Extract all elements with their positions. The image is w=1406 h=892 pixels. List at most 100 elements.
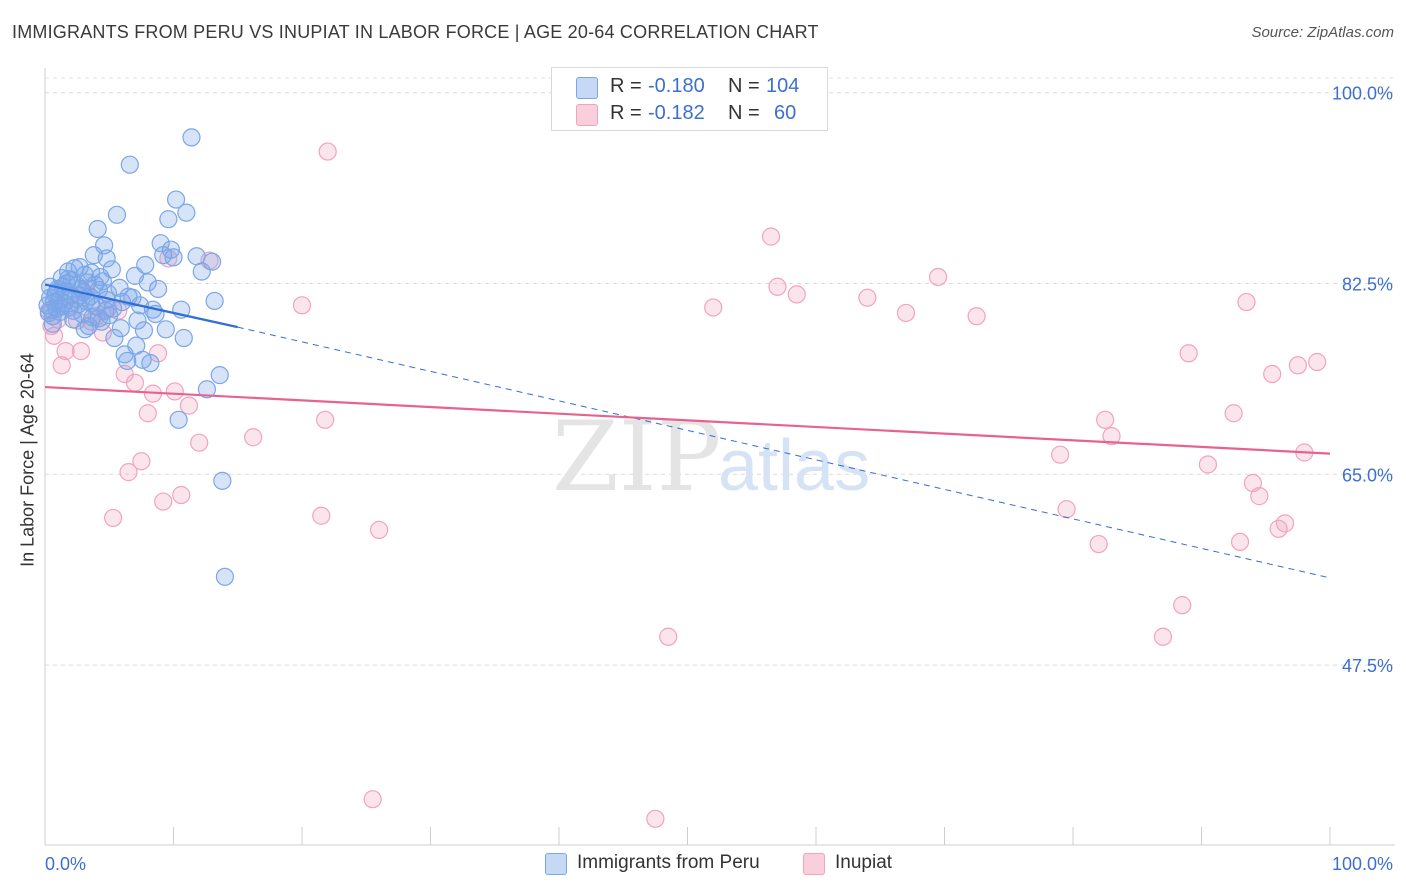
inupiat-point bbox=[138, 404, 157, 423]
inupiat-point bbox=[704, 298, 723, 317]
y-tick-label: 82.5% bbox=[1342, 275, 1393, 295]
inupiat-point bbox=[1089, 534, 1108, 554]
peru-point bbox=[64, 301, 83, 320]
inupiat-point bbox=[172, 485, 191, 505]
inupiat-point bbox=[1237, 292, 1256, 312]
peru-point bbox=[210, 365, 229, 385]
peru-point bbox=[75, 320, 94, 339]
peru-point bbox=[127, 336, 146, 355]
peru-trend-line bbox=[44, 283, 238, 329]
inupiat-point bbox=[1308, 352, 1327, 372]
peru-point bbox=[52, 297, 71, 316]
inupiat-point bbox=[1224, 404, 1243, 423]
inupiat-point bbox=[292, 296, 312, 315]
inupiat-point bbox=[896, 303, 916, 323]
legend-n-label: N = bbox=[728, 75, 760, 97]
inupiat-point bbox=[71, 342, 91, 361]
inupiat-point bbox=[52, 356, 71, 375]
chart-title: IMMIGRANTS FROM PERU VS INUPIAT IN LABOR… bbox=[12, 22, 819, 42]
peru-point bbox=[197, 380, 217, 399]
inupiat-point bbox=[1179, 344, 1198, 363]
legend-swatch-peru bbox=[576, 77, 598, 99]
peru-point bbox=[205, 291, 224, 311]
inupiat-point bbox=[1230, 532, 1250, 552]
y-tick-label: 47.5% bbox=[1342, 656, 1393, 676]
inupiat-point bbox=[1051, 445, 1070, 464]
inupiat-point bbox=[858, 288, 877, 307]
trend-lines bbox=[44, 283, 1331, 579]
inupiat-point bbox=[1057, 500, 1076, 519]
legend-n-value-peru: 104 bbox=[766, 75, 800, 97]
peru-point bbox=[102, 260, 121, 279]
inupiat-point bbox=[119, 463, 138, 482]
inupiat-point bbox=[190, 433, 209, 452]
x-tick-label: 100.0% bbox=[1332, 854, 1393, 874]
tick-labels: 47.5% 65.0% 82.5% 100.0% 0.0% 100.0% bbox=[45, 84, 1393, 874]
peru-point bbox=[120, 155, 139, 174]
peru-points bbox=[38, 128, 234, 586]
peru-point bbox=[156, 320, 175, 339]
inupiat-point bbox=[165, 382, 184, 401]
peru-point bbox=[141, 353, 160, 373]
inupiat-point bbox=[318, 142, 337, 161]
inupiat-point bbox=[928, 267, 948, 287]
bottom-legend-label-peru: Immigrants from Peru bbox=[577, 852, 760, 873]
peru-point bbox=[182, 128, 201, 147]
legend-r-label: R = bbox=[610, 102, 642, 124]
inupiat-point bbox=[132, 452, 151, 471]
inupiat-point bbox=[370, 520, 389, 540]
inupiat-point bbox=[1263, 364, 1282, 384]
inupiat-point bbox=[154, 492, 173, 511]
peru-point bbox=[107, 205, 127, 224]
peru-point bbox=[159, 210, 178, 229]
inupiat-point bbox=[316, 410, 335, 429]
y-axis-label: In Labor Force | Age 20-64 bbox=[17, 353, 38, 567]
inupiat-point bbox=[1288, 356, 1307, 375]
x-tick-label: 0.0% bbox=[45, 854, 86, 874]
inupiat-point bbox=[967, 307, 986, 326]
inupiat-point bbox=[56, 342, 75, 361]
inupiat-point bbox=[148, 344, 168, 363]
inupiat-point bbox=[1275, 514, 1295, 533]
grid-lines bbox=[45, 77, 1395, 666]
inupiat-point bbox=[768, 277, 787, 296]
legend-swatch-inupiat bbox=[576, 104, 598, 126]
peru-point bbox=[174, 328, 193, 348]
peru-point bbox=[177, 203, 196, 222]
correlation-legend: R = -0.180 N = 104 R = -0.182 N = 60 bbox=[551, 67, 828, 131]
legend-r-value-inupiat: -0.182 bbox=[648, 102, 705, 124]
peru-point bbox=[43, 314, 62, 333]
inupiat-point bbox=[1153, 627, 1173, 646]
peru-point bbox=[136, 255, 155, 275]
inupiat-point bbox=[312, 506, 331, 525]
watermark-atlas: atlas bbox=[718, 426, 870, 506]
peru-point bbox=[138, 273, 157, 292]
inupiat-point bbox=[1173, 596, 1192, 615]
legend-n-label: N = bbox=[728, 102, 760, 124]
inupiat-point bbox=[1198, 455, 1218, 474]
legend-r-label: R = bbox=[610, 75, 642, 97]
y-tick-label: 65.0% bbox=[1342, 465, 1393, 485]
inupiat-point bbox=[125, 373, 145, 392]
peru-point bbox=[134, 321, 154, 340]
peru-point bbox=[213, 471, 232, 490]
inupiat-point bbox=[104, 508, 123, 528]
peru-point bbox=[88, 219, 107, 239]
peru-point bbox=[119, 287, 138, 306]
inupiat-point bbox=[659, 627, 678, 646]
peru-point bbox=[202, 252, 222, 271]
peru-point bbox=[118, 351, 137, 371]
peru-point bbox=[215, 567, 234, 586]
inupiat-point bbox=[244, 428, 263, 447]
peru-point bbox=[148, 279, 168, 299]
peru-point bbox=[97, 249, 116, 268]
inupiat-point bbox=[1102, 427, 1121, 446]
inupiat-point bbox=[363, 790, 382, 809]
peru-point bbox=[59, 270, 78, 289]
inupiat-point bbox=[179, 396, 199, 415]
peru-point bbox=[169, 410, 188, 429]
bottom-legend-swatch-peru bbox=[545, 853, 567, 875]
legend-n-value-inupiat: 60 bbox=[774, 102, 797, 124]
